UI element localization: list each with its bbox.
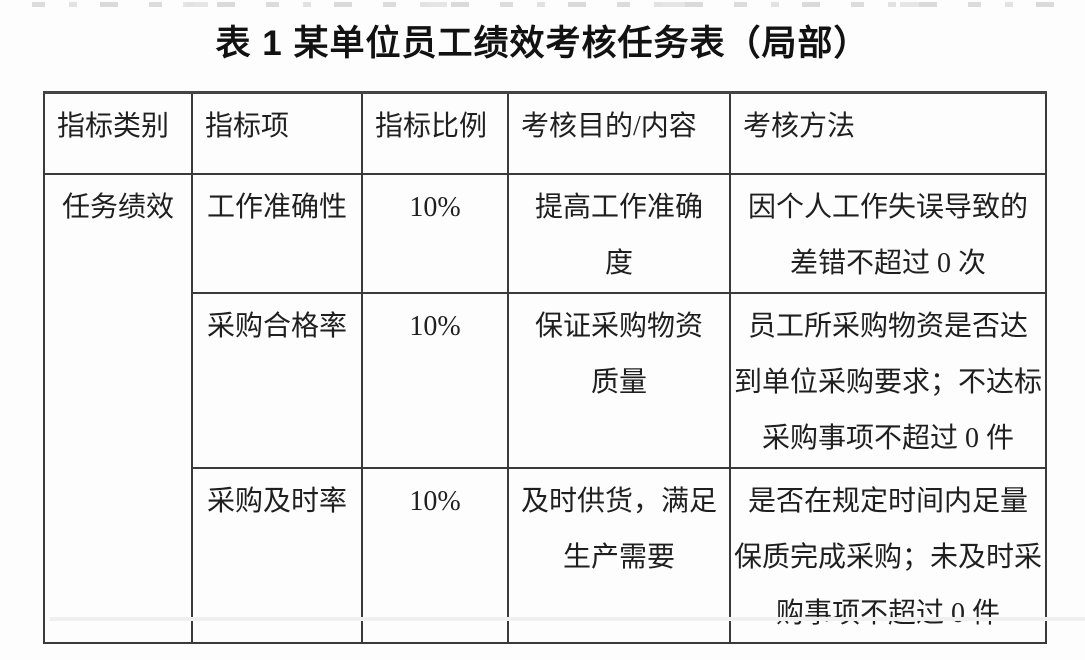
table-row-work-accuracy: 任务绩效 工作准确性 10% 提高工作准确 度 因个人工作失误导致的 差错不超过… — [43, 172, 1047, 644]
header-cell-assessment-method: 考核方法 — [729, 91, 1047, 175]
header-cell-indicator-item: 指标项 — [191, 91, 363, 175]
text-line: 10% — [409, 485, 461, 517]
text-line: 差错不超过 0 次 — [789, 247, 986, 279]
text-line: 质量 — [590, 366, 647, 398]
cell-method: 是否在规定时间内足量 保质完成采购；未及时采 购事项不超过 0 件 — [729, 466, 1047, 644]
text-line: 及时供货，满足 — [520, 485, 717, 517]
header-label: 指标项 — [205, 111, 290, 142]
header-label: 指标类别 — [57, 111, 170, 142]
cell-purpose: 保证采购物资 质量 — [507, 291, 731, 469]
cell-ratio: 10% — [361, 466, 509, 644]
table-bottom-shadow — [50, 617, 1085, 621]
table-row-procurement-pass-rate: 采购合格率 10% 保证采购物资 质量 员工所采购物资是否达 到单位采购要求；不… — [44, 291, 1047, 469]
text-line: 是否在规定时间内足量 — [747, 485, 1028, 517]
text-line: 保证采购物资 — [534, 310, 703, 342]
header-label: 考核方法 — [743, 111, 856, 142]
cell-method: 员工所采购物资是否达 到单位采购要求；不达标 采购事项不超过 0 件 — [729, 291, 1047, 469]
performance-assessment-table: 指标类别 指标项 指标比例 考核目的/内容 考核方法 任务绩效 — [43, 91, 1047, 644]
text-line: 提高工作准确 — [534, 191, 703, 223]
header-cell-indicator-ratio: 指标比例 — [361, 91, 509, 175]
text-line: 10% — [409, 191, 461, 223]
text-line: 员工所采购物资是否达 — [747, 310, 1028, 342]
header-cell-assessment-purpose: 考核目的/内容 — [507, 91, 731, 175]
cell-item: 工作准确性 — [191, 172, 363, 294]
text-line: 购事项不超过 0 件 — [775, 597, 1000, 629]
text-line: 工作准确性 — [206, 191, 347, 223]
text-line: 10% — [409, 310, 461, 342]
cell-method: 因个人工作失误导致的 差错不超过 0 次 — [729, 172, 1047, 294]
cell-purpose: 及时供货，满足 生产需要 — [507, 466, 731, 644]
text-line: 采购合格率 — [206, 310, 347, 342]
header-label: 考核目的/内容 — [521, 111, 697, 142]
table-header-row: 指标类别 指标项 指标比例 考核目的/内容 考核方法 — [43, 91, 1047, 175]
clipped-text-remnant — [32, 2, 1062, 7]
cell-item: 采购合格率 — [191, 291, 363, 469]
header-label: 指标比例 — [375, 111, 488, 142]
cell-ratio: 10% — [361, 172, 509, 294]
cell-purpose: 提高工作准确 度 — [507, 172, 731, 294]
text-line: 生产需要 — [562, 541, 675, 573]
text-line: 采购事项不超过 0 件 — [761, 422, 1014, 454]
text-line: 采购及时率 — [206, 485, 347, 517]
page-title: 表 1 某单位员工绩效考核任务表（局部） — [215, 24, 870, 63]
cell-item: 采购及时率 — [191, 466, 363, 644]
text-line: 因个人工作失误导致的 — [747, 191, 1028, 223]
text-line: 保质完成采购；未及时采 — [734, 541, 1043, 573]
category-label: 任务绩效 — [61, 191, 174, 223]
text-line: 度 — [604, 247, 633, 279]
cell-ratio: 10% — [361, 291, 509, 469]
text-line: 到单位采购要求；不达标 — [734, 366, 1043, 398]
cell-category-task-performance: 任务绩效 — [43, 172, 193, 644]
header-cell-indicator-category: 指标类别 — [43, 91, 193, 175]
table-row-procurement-timeliness: 采购及时率 10% 及时供货，满足 生产需要 是否在规定时间内足量 保质完成采购… — [44, 466, 1047, 644]
